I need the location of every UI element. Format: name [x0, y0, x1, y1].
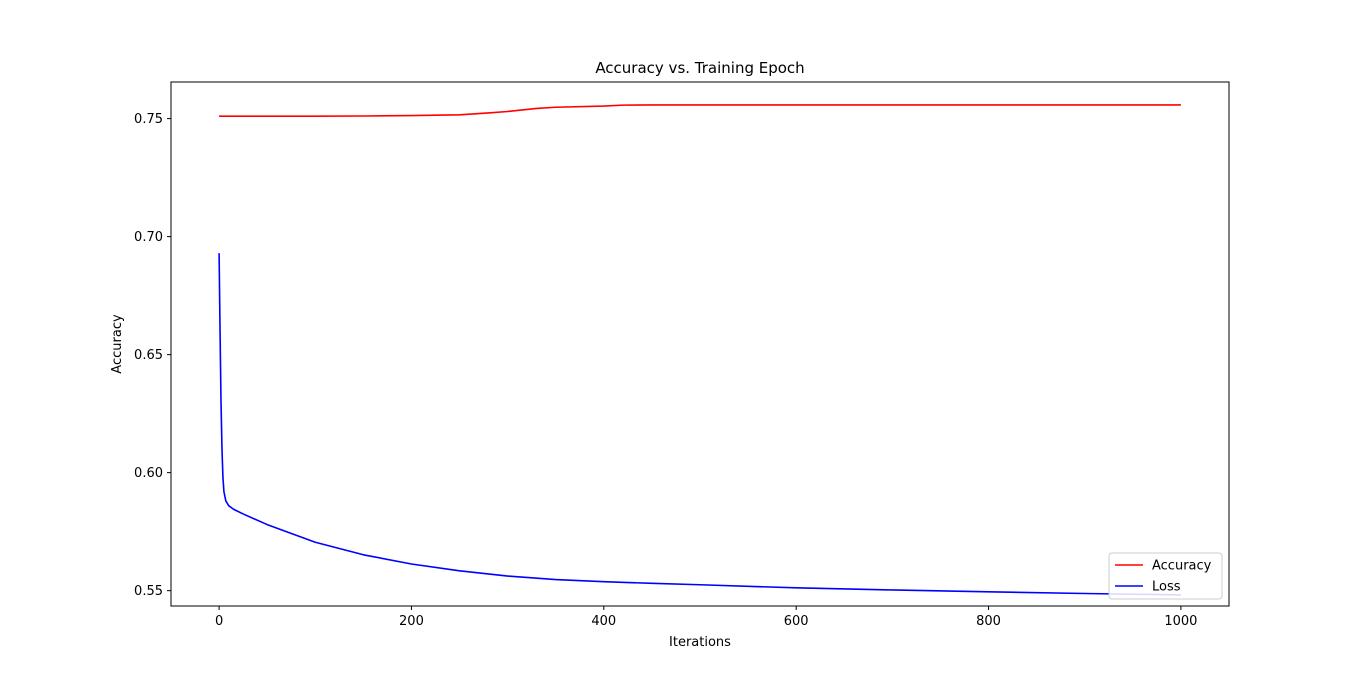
- x-axis-ticks: 0 200 400 600 800 1000: [215, 606, 1197, 629]
- legend: Accuracy Loss: [1108, 552, 1223, 600]
- y-tick-label: 0.65: [134, 348, 163, 363]
- x-tick-label: 400: [591, 614, 616, 629]
- y-axis-title: Accuracy: [110, 314, 125, 374]
- legend-label-accuracy: Accuracy: [1152, 559, 1212, 574]
- y-tick-label: 0.60: [134, 466, 163, 481]
- x-axis-title: Iterations: [669, 635, 731, 650]
- series-line-loss: [218, 253, 1181, 596]
- y-tick-label: 0.75: [134, 112, 163, 127]
- y-tick-label: 0.55: [134, 584, 163, 599]
- series-layer: [218, 104, 1181, 596]
- plot-frame: [170, 81, 1230, 607]
- x-tick-label: 600: [784, 614, 809, 629]
- y-tick-label: 0.70: [134, 230, 163, 245]
- legend-label-loss: Loss: [1152, 580, 1181, 595]
- x-tick-label: 0: [215, 614, 223, 629]
- x-tick-label: 1000: [1164, 614, 1197, 629]
- x-tick-label: 800: [976, 614, 1001, 629]
- series-line-accuracy: [219, 104, 1181, 118]
- x-tick-label: 200: [399, 614, 424, 629]
- y-axis-ticks: 0.55 0.60 0.65 0.70 0.75: [134, 112, 171, 599]
- chart-title: Accuracy vs. Training Epoch: [595, 59, 804, 77]
